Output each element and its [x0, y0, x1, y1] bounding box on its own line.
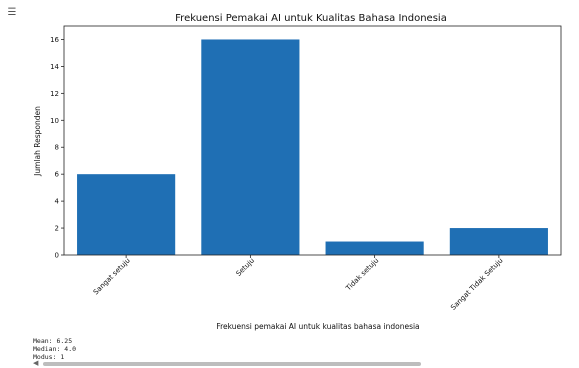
- y-tick-label: 6: [55, 171, 60, 179]
- output-line-median: Median: 4.0: [33, 345, 77, 353]
- y-tick-label: 2: [55, 225, 59, 233]
- bar: [77, 174, 176, 255]
- cell-output: Mean: 6.25 Median: 4.0 Modus: 1: [33, 337, 453, 361]
- y-tick-label: 0: [55, 252, 59, 260]
- y-tick-label: 10: [50, 117, 59, 125]
- bar-chart: Frekuensi Pemakai AI untuk Kualitas Baha…: [33, 13, 562, 331]
- x-tick-label: Sangat setuju: [92, 257, 132, 297]
- y-tick-label: 8: [55, 144, 59, 152]
- bar: [201, 39, 300, 256]
- x-axis-label: Frekuensi pemakai AI untuk kualitas baha…: [216, 322, 419, 331]
- scroll-left-arrow-icon[interactable]: ◀: [33, 359, 39, 367]
- bar: [449, 228, 548, 255]
- x-tick-label: Setuju: [235, 257, 256, 278]
- y-tick-label: 4: [55, 198, 60, 206]
- y-tick-label: 12: [50, 90, 59, 98]
- horizontal-scrollbar[interactable]: ◀: [33, 359, 573, 367]
- bar: [325, 241, 424, 255]
- y-tick-label: 14: [50, 63, 59, 71]
- y-axis-label-text: Jumlah Responden: [33, 106, 42, 177]
- output-line-mode: Modus: 1: [33, 353, 65, 361]
- plot-area: Sangat setuju Setuju Tidak setuju Sangat Ti…: [50, 25, 562, 312]
- x-tick-label: Tidak setuju: [344, 257, 380, 293]
- plot-frame: [63, 25, 562, 256]
- output-toggle-icon[interactable]: ☰: [7, 7, 17, 18]
- y-axis-label: Jumlah Responden: [33, 106, 42, 177]
- output-line-mean: Mean: 6.25: [33, 337, 73, 345]
- x-tick-label: Sangat Tidak Setuju: [449, 257, 504, 312]
- scroll-thumb[interactable]: [43, 362, 421, 366]
- chart-title: Frekuensi Pemakai AI untuk Kualitas Baha…: [175, 13, 447, 24]
- y-tick-label: 16: [50, 36, 59, 44]
